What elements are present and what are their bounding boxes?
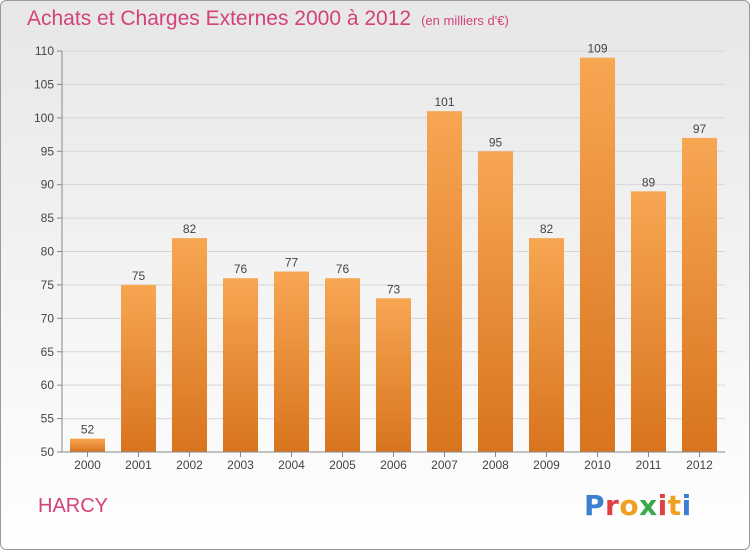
bars	[70, 57, 717, 453]
data-label: 101	[434, 95, 454, 109]
y-tick-label: 60	[41, 378, 55, 392]
x-tick-label: 2004	[278, 458, 305, 472]
x-tick-label: 2003	[227, 458, 254, 472]
bar	[631, 191, 666, 452]
bar	[580, 57, 615, 452]
data-label: 76	[234, 262, 248, 276]
x-tick-label: 2001	[125, 458, 152, 472]
y-tick-label: 50	[41, 445, 55, 459]
logo-letter: P	[584, 489, 606, 522]
logo-letter: i	[657, 489, 668, 522]
labels: 50 55 60 65 70 75 80 85 90 95 100 105 110 2000 52 2001 7…	[34, 42, 713, 472]
bar	[427, 111, 462, 453]
data-label: 52	[81, 423, 95, 437]
y-tick-label: 90	[41, 178, 55, 192]
city-name: HARCY	[38, 495, 109, 517]
y-tick-label: 55	[41, 412, 55, 426]
x-tick-label: 2012	[686, 458, 713, 472]
x-tick-label: 2010	[584, 458, 611, 472]
x-tick-label: 2008	[482, 458, 509, 472]
logo-letter: o	[619, 489, 640, 522]
x-tick-label: 2011	[636, 458, 662, 472]
bar	[223, 278, 258, 452]
bar	[325, 278, 360, 452]
bar	[121, 284, 156, 452]
y-tick-label: 65	[41, 345, 55, 359]
y-tick-label: 105	[34, 77, 54, 91]
x-tick-label: 2005	[329, 458, 356, 472]
x-tick-label: 2002	[176, 458, 203, 472]
data-label: 76	[336, 262, 350, 276]
logo-letter: x	[639, 489, 658, 522]
bar	[376, 298, 411, 452]
x-tick-label: 2007	[431, 458, 458, 472]
y-tick-label: 95	[41, 144, 55, 158]
x-tick-label: 2009	[533, 458, 560, 472]
y-tick-label: 70	[41, 311, 55, 325]
data-label: 95	[489, 135, 503, 149]
y-tick-label: 110	[35, 44, 54, 58]
y-tick-label: 100	[34, 111, 54, 125]
bar	[478, 151, 513, 452]
y-tick-label: 85	[41, 211, 55, 225]
x-tick-label: 2000	[74, 458, 101, 472]
proxiti-logo[interactable]: Proxiti	[584, 489, 692, 522]
bar	[70, 438, 105, 452]
data-label: 82	[183, 222, 197, 236]
logo-letter: r	[605, 489, 620, 522]
bar	[529, 238, 564, 452]
axes	[57, 50, 725, 457]
logo-letter: i	[681, 489, 692, 522]
data-label: 82	[540, 222, 554, 236]
y-tick-label: 80	[41, 245, 55, 259]
chart-subtitle: (en milliers d'€)	[421, 13, 509, 28]
chart-title: Achats et Charges Externes 2000 à 2012 (e…	[27, 7, 509, 31]
chart-title-text: Achats et Charges Externes 2000 à 2012	[27, 7, 412, 30]
data-label: 73	[387, 282, 401, 296]
bar	[682, 137, 717, 452]
bar	[274, 271, 309, 452]
bar	[172, 238, 207, 452]
x-tick-label: 2006	[380, 458, 407, 472]
y-tick-label: 75	[41, 278, 55, 292]
data-label: 77	[285, 256, 299, 270]
data-label: 89	[642, 175, 656, 189]
data-label: 109	[587, 42, 607, 56]
data-label: 97	[693, 122, 707, 136]
logo-letter: t	[667, 489, 682, 522]
data-label: 75	[132, 269, 146, 283]
